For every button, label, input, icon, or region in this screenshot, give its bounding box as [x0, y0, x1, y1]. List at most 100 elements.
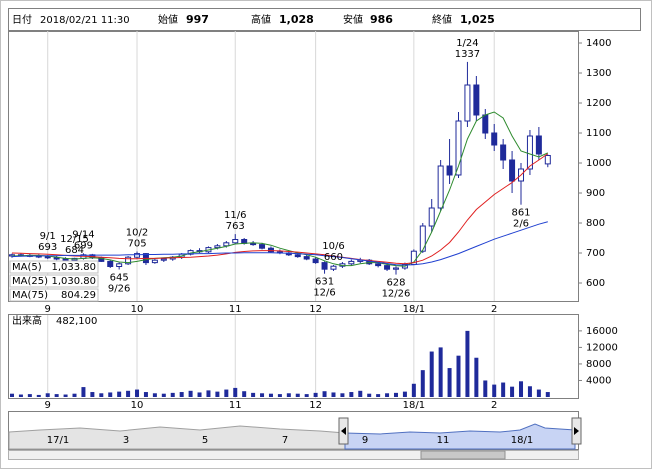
- header-field-label: 始値: [158, 13, 178, 26]
- volume-bar: [54, 394, 59, 397]
- volume-bar: [402, 391, 407, 397]
- volume-bar: [420, 370, 425, 397]
- volume-bar: [179, 392, 184, 397]
- annotation-value: 705: [127, 239, 146, 250]
- ma-line: [11, 153, 549, 265]
- x-tick-label: 12: [309, 400, 322, 411]
- annotation-date: 11/6: [224, 210, 246, 221]
- candle-body: [214, 245, 221, 249]
- candle-body: [437, 165, 444, 209]
- ma-line: [11, 111, 549, 267]
- annotation-date: 12/15: [60, 234, 89, 245]
- annotation-value: 1337: [455, 49, 480, 60]
- annotation-value: 684: [65, 245, 84, 256]
- volume-bar: [536, 389, 541, 397]
- annotation-value: 763: [226, 221, 245, 232]
- volume-tick-label: 4000: [586, 375, 611, 386]
- volume-bar: [519, 381, 524, 397]
- candle-body: [384, 265, 391, 270]
- annotation-date: 9/1: [40, 231, 56, 242]
- header-field-value: 997: [186, 13, 209, 26]
- x-tick-label: 2: [491, 304, 497, 315]
- volume-bar: [367, 393, 372, 397]
- header-field-label: 終値: [432, 13, 452, 26]
- y-tick-label: 1000: [586, 158, 611, 169]
- annotation-date: 10/2: [126, 228, 148, 239]
- volume-bar: [242, 391, 247, 397]
- candle-body: [392, 267, 399, 270]
- annotation-date: 12/26: [382, 289, 411, 300]
- y-tick-label: 900: [586, 188, 605, 199]
- volume-bar: [206, 390, 211, 397]
- candle-body: [134, 253, 141, 258]
- volume-bar: [72, 393, 77, 397]
- annotation-date: 9/14: [72, 229, 94, 240]
- handle-arrow: [341, 427, 346, 435]
- volume-tick-label: 12000: [586, 342, 618, 353]
- volume-bar: [304, 394, 309, 397]
- volume-bar: [36, 394, 41, 397]
- volume-bar: [277, 394, 282, 397]
- legend-value: 804.29: [61, 290, 96, 301]
- annotation-value: 861: [511, 208, 530, 219]
- volume-bar: [447, 368, 452, 397]
- header-field-value: 1,028: [279, 13, 314, 26]
- scrollbar-track[interactable]: [8, 450, 579, 460]
- volume-bar: [143, 392, 148, 397]
- volume-bar: [27, 394, 32, 397]
- navigator-selected-area: [344, 423, 576, 450]
- x-tick-label: 11: [229, 304, 242, 315]
- volume-bar: [385, 393, 390, 397]
- volume-bar: [99, 393, 104, 397]
- x-tick-label: 9: [45, 304, 51, 315]
- volume-bar: [197, 392, 202, 397]
- navigator-label: 5: [202, 435, 208, 446]
- y-tick-label: 700: [586, 248, 605, 259]
- header-field-value: 1,025: [460, 13, 495, 26]
- volume-bar: [393, 392, 398, 397]
- candle-body: [98, 257, 105, 262]
- volume-tick-label: 16000: [586, 326, 618, 337]
- volume-last: 482,100: [56, 316, 97, 327]
- candle-body: [223, 242, 230, 247]
- navigator-label: 11: [437, 435, 450, 446]
- volume-bar: [411, 383, 416, 397]
- volume-bar: [322, 391, 327, 397]
- volume-bar: [545, 392, 550, 397]
- x-tick-label: 12: [309, 304, 322, 315]
- legend-box: [9, 288, 99, 302]
- header-field-label: 安値: [343, 13, 363, 26]
- volume-bar: [510, 386, 515, 397]
- navigator-label: 7: [282, 435, 288, 446]
- volume-bar: [376, 394, 381, 397]
- candle-body: [544, 155, 551, 165]
- volume-bar: [483, 380, 488, 397]
- candle-body: [500, 144, 507, 161]
- candle-body: [250, 242, 257, 246]
- header-date-label: 日付: [12, 13, 32, 26]
- legend-name: MA(25): [12, 276, 48, 287]
- candle-body: [232, 239, 239, 244]
- volume-bar: [456, 355, 461, 397]
- annotation-value: 628: [386, 278, 405, 289]
- y-tick-label: 800: [586, 218, 605, 229]
- handle-arrow: [574, 427, 579, 435]
- y-tick-label: 600: [586, 278, 605, 289]
- volume-bar: [117, 391, 122, 397]
- y-tick-label: 1400: [586, 38, 611, 49]
- candle-body: [107, 260, 114, 267]
- volume-title: 出来高: [12, 314, 42, 327]
- volume-bar: [126, 390, 131, 397]
- volume-tick-label: 8000: [586, 359, 611, 370]
- navigator-label: 9: [362, 435, 368, 446]
- scrollbar-thumb[interactable]: [420, 450, 506, 460]
- candle-body: [267, 247, 274, 253]
- annotation-date: 2/6: [513, 219, 529, 230]
- volume-bar: [188, 390, 193, 397]
- candle-body: [312, 258, 319, 264]
- volume-bar: [18, 394, 23, 397]
- volume-bar: [349, 392, 354, 397]
- candle-body: [294, 254, 301, 258]
- volume-bar: [170, 392, 175, 397]
